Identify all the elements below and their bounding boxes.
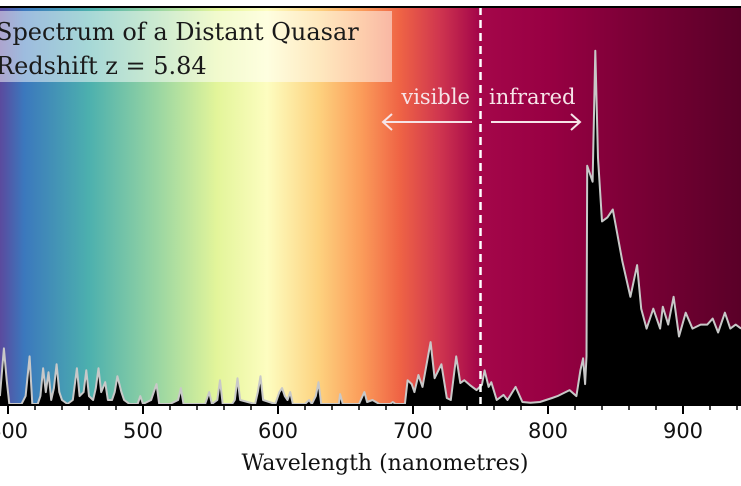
chart-subtitle: Redshift z = 5.84	[0, 52, 207, 80]
visible-annotation: visible	[381, 85, 472, 131]
infrared-label: infrared	[489, 85, 575, 109]
x-tick-label: 900	[663, 419, 703, 443]
infrared-annotation: infrared	[489, 85, 582, 131]
flux-area	[0, 50, 741, 404]
x-axis-label: Wavelength (nanometres)	[242, 451, 529, 476]
x-tick-label: 400	[0, 419, 28, 443]
x-tick-label: 800	[528, 419, 568, 443]
x-tick-label: 600	[258, 419, 298, 443]
x-tick-label: 700	[393, 419, 433, 443]
x-tick-label: 500	[123, 419, 163, 443]
visible-label: visible	[400, 85, 470, 109]
chart-title: Spectrum of a Distant Quasar	[0, 18, 359, 46]
left-arrow-icon	[381, 113, 472, 131]
right-arrow-icon	[491, 113, 582, 131]
x-axis-ticks	[7, 405, 738, 414]
title-box: Spectrum of a Distant Quasar Redshift z …	[0, 11, 392, 82]
title-box-background	[0, 11, 392, 82]
flux-line	[0, 49, 741, 405]
x-axis-tick-labels: 400 500 600 700 800 900	[0, 419, 703, 443]
